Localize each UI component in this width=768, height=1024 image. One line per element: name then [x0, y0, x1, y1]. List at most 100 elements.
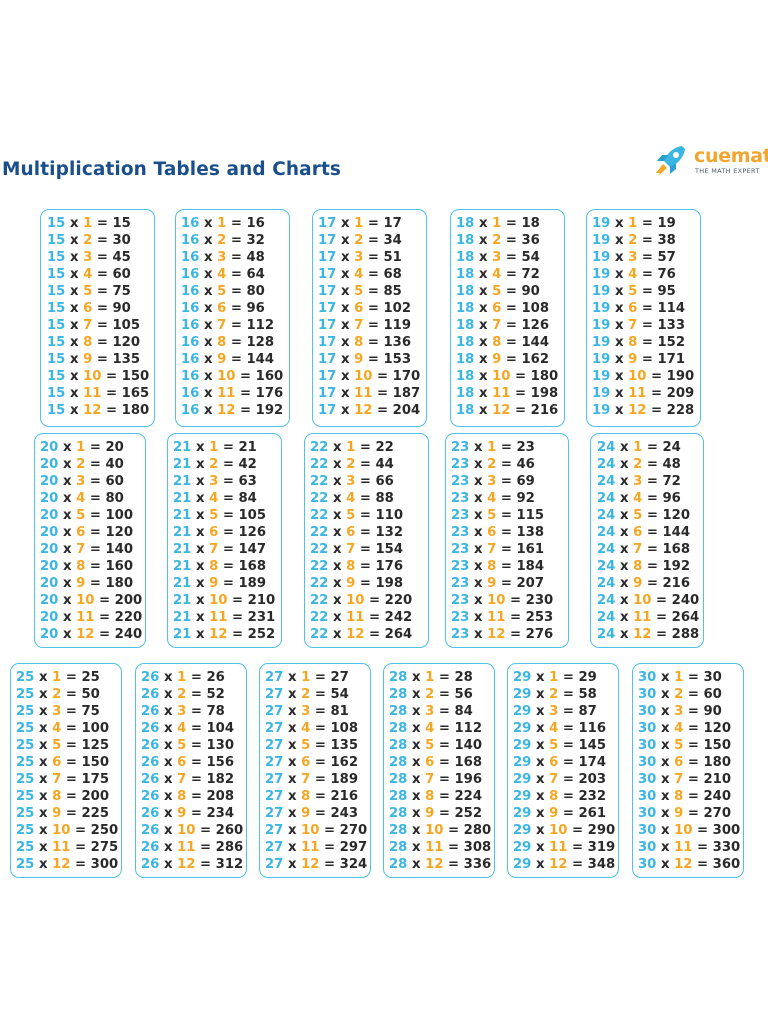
- table-row: 23 x 4 = 92: [451, 490, 535, 507]
- row-base: 15: [47, 386, 66, 401]
- row-base: 24: [597, 525, 616, 540]
- row-multiplier: 2: [346, 457, 356, 472]
- times-sign: x: [614, 318, 624, 333]
- table-row: 19 x 2 = 38: [592, 232, 676, 249]
- equals-sign: =: [359, 525, 371, 540]
- row-product: 330: [712, 840, 741, 855]
- equals-sign: =: [230, 250, 242, 265]
- table-row: 15 x 3 = 45: [47, 249, 131, 266]
- equals-sign: =: [687, 738, 699, 753]
- times-sign: x: [38, 823, 48, 838]
- table-row: 16 x 3 = 48: [181, 249, 265, 266]
- table-row: 27 x 3 = 81: [265, 703, 349, 720]
- row-base: 21: [173, 576, 192, 591]
- row-multiplier: 5: [354, 284, 364, 299]
- row-product: 156: [206, 755, 235, 770]
- row-base: 25: [16, 823, 35, 838]
- row-multiplier: 12: [217, 403, 236, 418]
- row-multiplier: 9: [633, 576, 643, 591]
- equals-sign: =: [222, 440, 234, 455]
- row-multiplier: 12: [52, 857, 71, 872]
- table-row: 18 x 7 = 126: [456, 317, 549, 334]
- row-multiplier: 6: [674, 755, 684, 770]
- equals-sign: =: [641, 233, 653, 248]
- table-row: 28 x 10 = 280: [389, 822, 491, 839]
- equals-sign: =: [438, 687, 450, 702]
- row-product: 78: [206, 704, 225, 719]
- times-sign: x: [38, 687, 48, 702]
- row-base: 24: [597, 508, 616, 523]
- table-card-25: 25 x 1 = 25 25 x 2 = 50 25 x 3 = 75 25 x 4 …: [10, 663, 122, 878]
- row-base: 25: [16, 789, 35, 804]
- equals-sign: =: [562, 806, 574, 821]
- row-base: 19: [592, 250, 611, 265]
- times-sign: x: [660, 721, 670, 736]
- times-sign: x: [69, 318, 79, 333]
- row-product: 144: [662, 525, 691, 540]
- row-multiplier: 10: [217, 369, 236, 384]
- table-row: 29 x 10 = 290: [513, 822, 615, 839]
- table-row: 26 x 8 = 208: [141, 788, 234, 805]
- row-product: 174: [578, 755, 607, 770]
- equals-sign: =: [687, 670, 699, 685]
- times-sign: x: [535, 806, 545, 821]
- times-sign: x: [332, 576, 342, 591]
- table-row: 17 x 7 = 119: [318, 317, 411, 334]
- table-row: 28 x 7 = 196: [389, 771, 482, 788]
- equals-sign: =: [89, 576, 101, 591]
- row-multiplier: 7: [209, 542, 219, 557]
- times-sign: x: [614, 250, 624, 265]
- row-product: 200: [114, 593, 143, 608]
- row-multiplier: 6: [549, 755, 559, 770]
- row-product: 38: [657, 233, 676, 248]
- row-multiplier: 10: [628, 369, 647, 384]
- row-base: 22: [310, 491, 329, 506]
- times-sign: x: [38, 755, 48, 770]
- row-base: 24: [597, 491, 616, 506]
- row-multiplier: 12: [209, 627, 228, 642]
- equals-sign: =: [359, 474, 371, 489]
- times-sign: x: [62, 593, 72, 608]
- times-sign: x: [411, 823, 421, 838]
- row-product: 68: [383, 267, 402, 282]
- table-row: 15 x 11 = 165: [47, 385, 149, 402]
- equals-sign: =: [505, 233, 517, 248]
- times-sign: x: [619, 525, 629, 540]
- row-base: 18: [456, 301, 475, 316]
- times-sign: x: [332, 627, 342, 642]
- times-sign: x: [203, 267, 213, 282]
- table-row: 27 x 4 = 108: [265, 720, 358, 737]
- times-sign: x: [69, 216, 79, 231]
- table-row: 29 x 3 = 87: [513, 703, 597, 720]
- row-base: 20: [40, 542, 59, 557]
- row-base: 30: [638, 738, 657, 753]
- row-product: 125: [81, 738, 110, 753]
- times-sign: x: [163, 789, 173, 804]
- table-row: 23 x 7 = 161: [451, 541, 544, 558]
- table-row: 15 x 12 = 180: [47, 402, 149, 419]
- times-sign: x: [69, 403, 79, 418]
- table-row: 26 x 5 = 130: [141, 737, 234, 754]
- table-row: 25 x 12 = 300: [16, 856, 118, 873]
- row-multiplier: 3: [492, 250, 502, 265]
- row-base: 16: [181, 233, 200, 248]
- table-row: 18 x 2 = 36: [456, 232, 540, 249]
- times-sign: x: [38, 772, 48, 787]
- times-sign: x: [660, 687, 670, 702]
- row-multiplier: 2: [209, 457, 219, 472]
- table-row: 27 x 1 = 27: [265, 669, 349, 686]
- equals-sign: =: [230, 318, 242, 333]
- table-row: 21 x 2 = 42: [173, 456, 257, 473]
- times-sign: x: [614, 335, 624, 350]
- row-base: 29: [513, 738, 532, 753]
- row-product: 176: [375, 559, 404, 574]
- equals-sign: =: [367, 284, 379, 299]
- row-multiplier: 3: [354, 250, 364, 265]
- table-row: 29 x 5 = 145: [513, 737, 606, 754]
- row-product: 250: [90, 823, 119, 838]
- table-row: 23 x 9 = 207: [451, 575, 544, 592]
- row-product: 120: [105, 525, 134, 540]
- row-base: 17: [318, 250, 337, 265]
- times-sign: x: [38, 721, 48, 736]
- row-base: 22: [310, 474, 329, 489]
